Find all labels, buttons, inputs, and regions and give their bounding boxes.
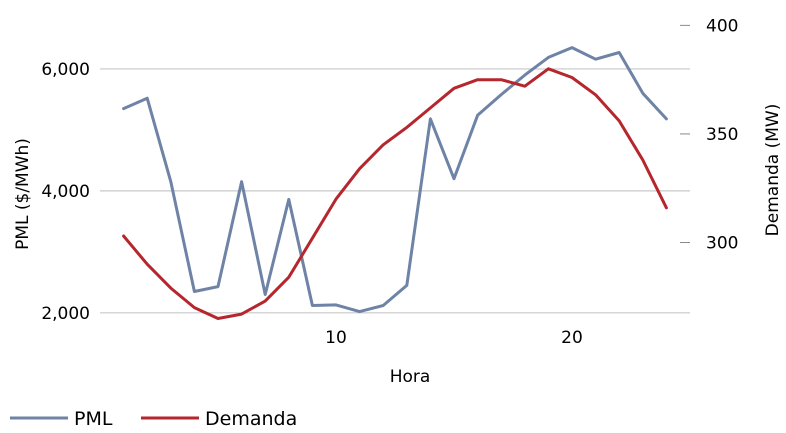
legend: PML Demanda: [10, 408, 297, 430]
series-line-pml: [122, 46, 668, 314]
x-ticks: 10 20: [325, 328, 583, 348]
y-left-axis-title: PML ($/MWh): [13, 138, 33, 250]
series-line-demanda: [122, 67, 668, 320]
y-right-axis-title: Demanda (MW): [763, 104, 783, 237]
legend-label-pml: PML: [74, 408, 113, 430]
x-tick-label: 20: [561, 328, 583, 348]
y-right-tick-label: 400: [706, 16, 738, 36]
y-left-tick-label: 6,000: [41, 60, 90, 80]
legend-label-demanda: Demanda: [205, 408, 297, 430]
y-right-ticks: 300 350 400: [680, 16, 738, 253]
x-axis-title: Hora: [390, 367, 431, 387]
y-right-tick-label: 350: [706, 125, 738, 145]
y-left-ticks: 2,000 4,000 6,000: [41, 60, 90, 324]
y-right-tick-label: 300: [706, 233, 738, 253]
y-left-tick-label: 4,000: [41, 182, 90, 202]
x-tick-label: 10: [325, 328, 347, 348]
gridlines: [100, 68, 690, 314]
y-left-tick-label: 2,000: [41, 304, 90, 324]
series-lines: [122, 46, 668, 320]
